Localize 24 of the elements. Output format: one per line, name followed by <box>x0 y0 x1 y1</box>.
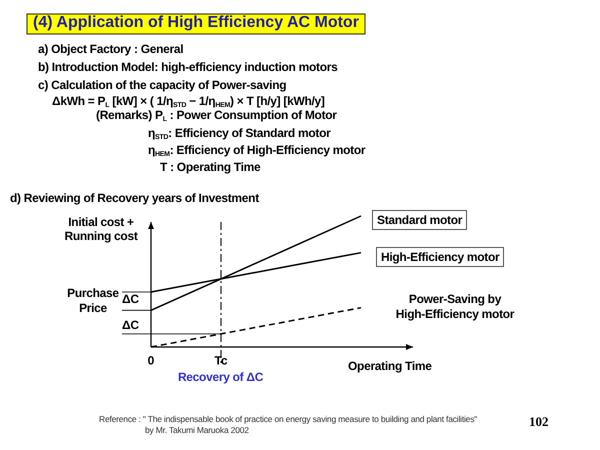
ref-line-label: Recovery of ΔC <box>176 370 264 384</box>
x-axis-title: Operating Time <box>348 359 432 373</box>
text: ΔkWh = P$_{L}$ [kW] × ( 1/η$_{STD}$ − 1/η$_{HEM}$) × T [h/y] [kWh/y] <box>52 94 325 109</box>
text: ΔC <box>122 318 139 332</box>
text: η$_{STD}$: Efficiency of Standard motor <box>148 126 330 141</box>
text: (Remarks) P$_{L}$ : Power Consumption of Motor <box>96 108 337 123</box>
text: ΔC <box>122 292 139 306</box>
y-axis-title: Initial cost + Running cost <box>63 215 139 243</box>
text: b) Introduction Model: high-efficiency induction motors <box>38 60 338 74</box>
text: c) Calculation of the capacity of Power-saving <box>38 78 286 92</box>
chart-subtitle: d) Reviewing of Recovery years of Investment <box>10 191 259 205</box>
text: Reference : " The indispensable book of practice on energy saving measure to building and plant facilities" <box>99 414 478 424</box>
text: T : Operating Time <box>160 160 260 174</box>
chart-title: (4) Application of High Efficiency AC Motor <box>33 14 359 32</box>
text: 102 <box>529 414 548 430</box>
text: by Mr. Takumi Maruoka 2002 <box>145 425 249 435</box>
series-label: High-Efficiency motor <box>376 247 504 267</box>
text: Power-Saving by High-Efficiency motor <box>394 292 516 322</box>
text: Purchase Price <box>67 286 119 316</box>
x-tick-label: 0 <box>148 354 155 368</box>
text: η$_{HEM}$: Efficiency of High-Efficiency motor <box>148 143 366 158</box>
series-label: Standard motor <box>372 210 468 230</box>
text: a) Object Factory : General <box>38 42 184 56</box>
x-tick-label: Tc <box>214 354 228 368</box>
